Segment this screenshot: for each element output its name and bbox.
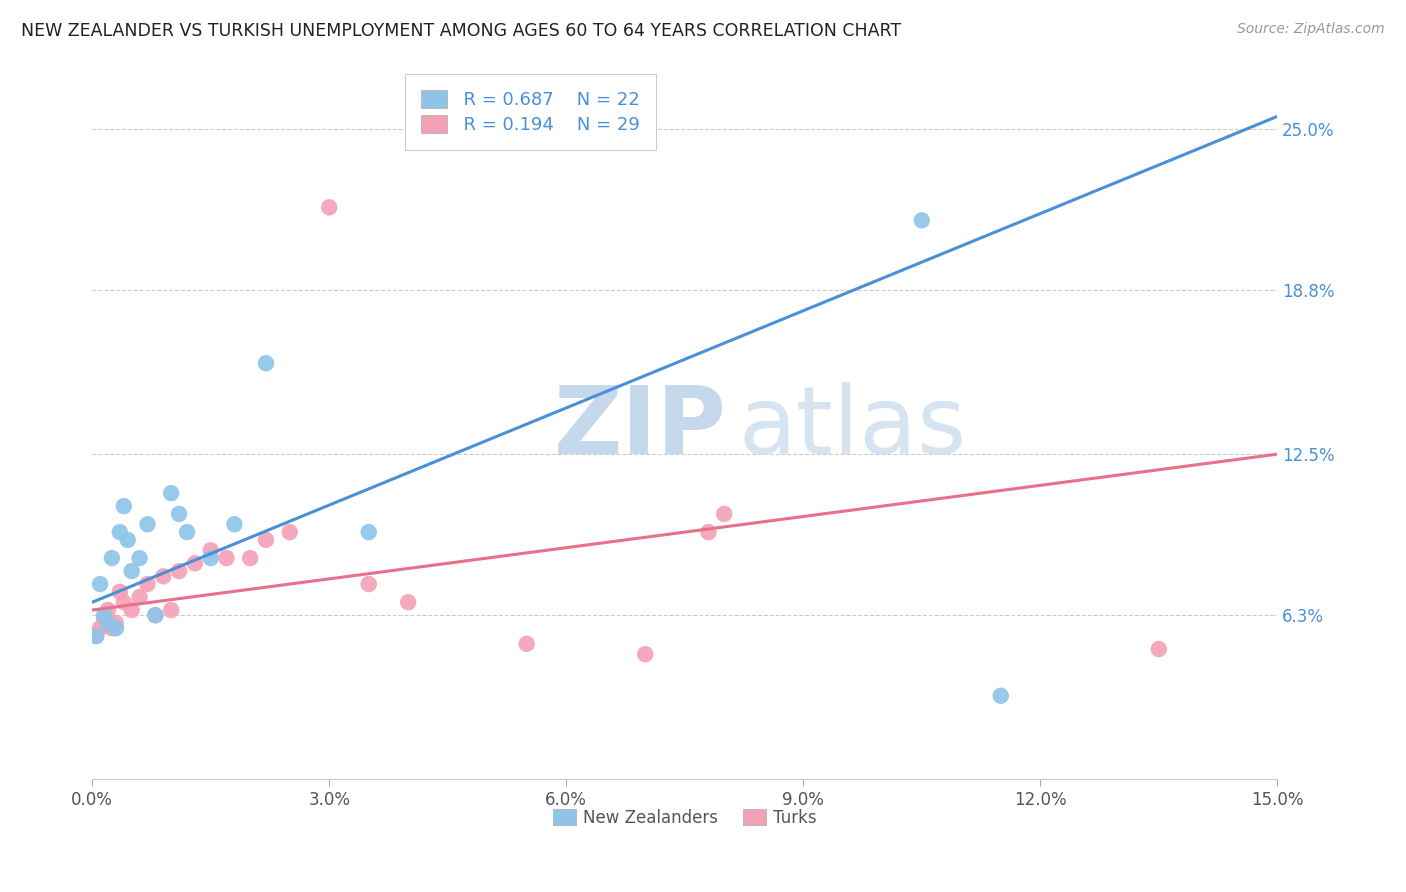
Point xyxy=(104,615,127,630)
Point xyxy=(84,629,107,643)
Point xyxy=(357,577,380,591)
Point xyxy=(101,621,124,635)
Point xyxy=(108,585,131,599)
Point xyxy=(97,615,120,630)
Point xyxy=(160,603,183,617)
Point xyxy=(136,517,159,532)
Point xyxy=(990,689,1012,703)
Point xyxy=(1147,642,1170,657)
Point xyxy=(128,590,150,604)
Point xyxy=(145,608,167,623)
Point xyxy=(117,533,139,547)
Point xyxy=(184,556,207,570)
Point xyxy=(93,611,115,625)
Point xyxy=(89,577,111,591)
Point xyxy=(357,525,380,540)
Point xyxy=(318,200,340,214)
Point xyxy=(167,507,190,521)
Text: ZIP: ZIP xyxy=(554,382,727,475)
Point xyxy=(176,525,198,540)
Point xyxy=(108,525,131,540)
Point xyxy=(121,603,143,617)
Point xyxy=(121,564,143,578)
Legend: New Zealanders, Turks: New Zealanders, Turks xyxy=(547,803,823,834)
Text: NEW ZEALANDER VS TURKISH UNEMPLOYMENT AMONG AGES 60 TO 64 YEARS CORRELATION CHAR: NEW ZEALANDER VS TURKISH UNEMPLOYMENT AM… xyxy=(21,22,901,40)
Point xyxy=(200,551,222,566)
Point xyxy=(254,356,277,370)
Point xyxy=(254,533,277,547)
Point xyxy=(136,577,159,591)
Point xyxy=(112,595,135,609)
Point xyxy=(84,629,107,643)
Point xyxy=(152,569,174,583)
Point xyxy=(239,551,262,566)
Point xyxy=(516,637,538,651)
Point xyxy=(101,551,124,566)
Point xyxy=(697,525,720,540)
Point xyxy=(89,621,111,635)
Point xyxy=(911,213,934,227)
Point xyxy=(224,517,246,532)
Point xyxy=(160,486,183,500)
Point xyxy=(128,551,150,566)
Text: Source: ZipAtlas.com: Source: ZipAtlas.com xyxy=(1237,22,1385,37)
Point xyxy=(713,507,735,521)
Point xyxy=(167,564,190,578)
Point xyxy=(200,543,222,558)
Point xyxy=(145,608,167,623)
Point xyxy=(112,499,135,513)
Point xyxy=(278,525,301,540)
Point xyxy=(93,608,115,623)
Point xyxy=(396,595,419,609)
Point xyxy=(104,621,127,635)
Point xyxy=(97,603,120,617)
Text: atlas: atlas xyxy=(738,382,966,475)
Point xyxy=(634,647,657,661)
Point xyxy=(215,551,238,566)
